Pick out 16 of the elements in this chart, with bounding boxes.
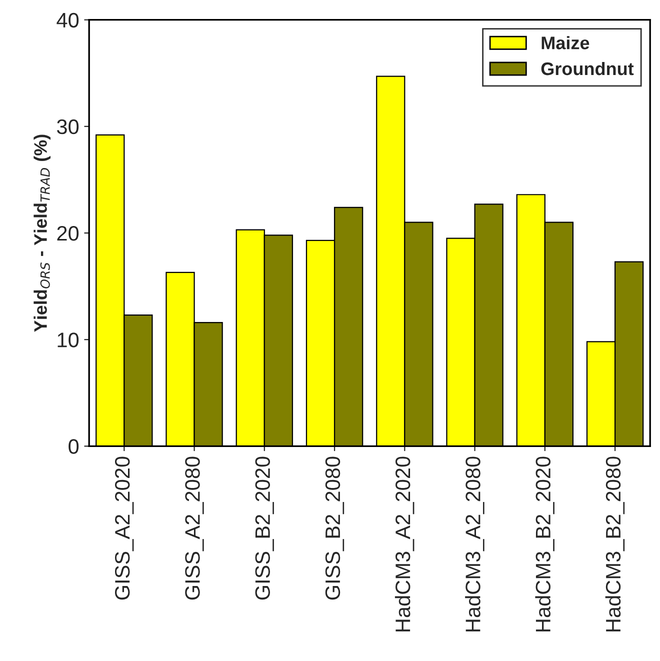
legend-label: Groundnut <box>541 62 634 76</box>
y-axis-title: Yield$_{ORS}$ - Yield$_{TRAD}$ (%) <box>34 134 51 332</box>
y-tick-label: 40 <box>56 12 79 28</box>
x-tick-label: GISS_A2_2020 <box>115 456 134 600</box>
y-tick-label: 30 <box>57 119 79 134</box>
x-tick-label: GISS_B2_2080 <box>325 456 344 600</box>
x-tick-label: HadCM3_B2_2020 <box>535 456 554 632</box>
x-tick-label: GISS_A2_2080 <box>185 456 204 600</box>
y-tick-label: 20 <box>57 226 79 241</box>
x-tick-label: HadCM3_B2_2080 <box>605 456 625 632</box>
y-tick-label: 10 <box>58 332 79 348</box>
legend-label: Maize <box>542 36 590 50</box>
x-tick-label: HadCM3_A2_2020 <box>394 456 414 632</box>
x-tick-label: GISS_B2_2020 <box>255 456 274 600</box>
y-tick-label: 0 <box>68 439 79 454</box>
x-tick-label: HadCM3_A2_2080 <box>465 456 484 632</box>
